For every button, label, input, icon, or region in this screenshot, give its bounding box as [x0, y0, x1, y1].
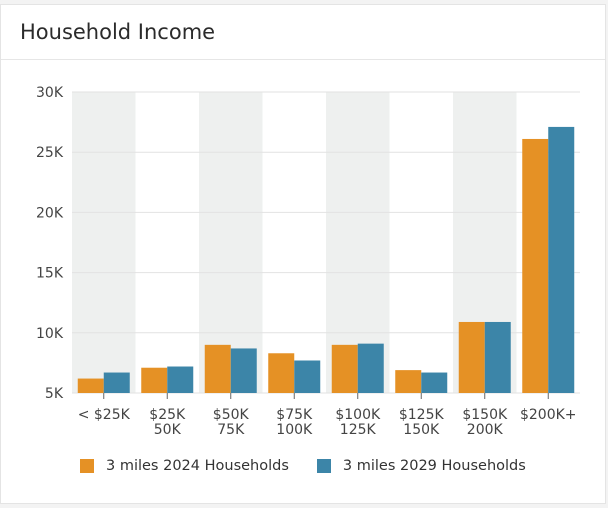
category-band — [72, 92, 136, 393]
x-tick-label: < $25K — [78, 407, 131, 423]
x-tick-label: $50K — [213, 407, 250, 423]
chart-legend: 3 miles 2024 Households 3 miles 2029 Hou… — [80, 458, 526, 474]
bar-2024 — [395, 370, 422, 393]
x-tick-label: 50K — [154, 422, 182, 438]
legend-label-2024: 3 miles 2024 Households — [106, 458, 289, 474]
card-title: Household Income — [20, 20, 216, 44]
bar-2029 — [484, 321, 511, 393]
bar-2029 — [230, 348, 257, 393]
card-header: Household Income — [1, 5, 605, 60]
x-tick-label: $150K — [462, 407, 508, 423]
category-band — [199, 92, 263, 393]
x-tick-label: 150K — [403, 422, 440, 438]
bar-2024 — [331, 344, 358, 393]
bar-2029 — [548, 126, 575, 393]
x-tick-label: 200K — [467, 422, 504, 438]
y-tick-label: 15K — [36, 266, 64, 282]
bar-2024 — [141, 367, 168, 393]
bar-2024 — [522, 138, 549, 393]
x-tick-label: 75K — [217, 422, 245, 438]
x-tick-label: 125K — [340, 422, 377, 438]
legend-item-2024[interactable]: 3 miles 2024 Households — [80, 458, 289, 474]
bar-2024 — [458, 321, 485, 393]
x-tick-label: $200K+ — [520, 407, 577, 423]
x-tick-label: $100K — [335, 407, 381, 423]
y-tick-label: 5K — [45, 386, 64, 402]
bar-2029 — [167, 366, 194, 393]
bar-2029 — [103, 372, 130, 393]
bar-2029 — [421, 372, 448, 393]
y-tick-label: 20K — [36, 205, 64, 221]
y-tick-label: 25K — [36, 145, 64, 161]
x-tick-label: $75K — [276, 407, 313, 423]
legend-label-2029: 3 miles 2029 Households — [342, 458, 526, 474]
bar-2029 — [294, 360, 321, 393]
legend-swatch-2029 — [316, 459, 331, 473]
x-tick-label: 100K — [276, 422, 313, 438]
category-band — [326, 92, 390, 393]
x-tick-label: $25K — [149, 407, 186, 423]
x-tick-label: $125K — [399, 407, 445, 423]
y-tick-label: 10K — [36, 326, 64, 342]
bar-2024 — [77, 378, 104, 393]
legend-item-2029[interactable]: 3 miles 2029 Households — [316, 458, 526, 474]
legend-swatch-2024 — [80, 459, 94, 473]
bar-2029 — [357, 343, 384, 393]
bar-2024 — [268, 353, 295, 393]
y-tick-label: 30K — [36, 85, 64, 101]
bar-2024 — [204, 344, 231, 393]
